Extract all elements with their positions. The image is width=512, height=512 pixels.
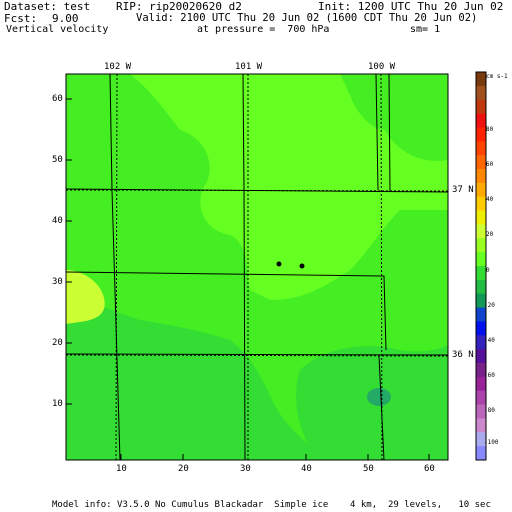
station-marker-2 [299,263,305,269]
colorbar-swatch [476,293,486,309]
colorbar-label-minus60: -60 [484,372,495,379]
colorbar-swatch [476,363,486,378]
field-band-south [66,300,330,460]
colorbar-swatch [476,141,486,156]
lat-label-37n: 37 N [452,185,474,195]
colorbar-swatch [476,266,486,281]
colorbar-label-minus40: -40 [484,337,495,344]
colorbar-swatch [476,376,486,392]
colorbar-label-minus20: -20 [484,302,495,309]
pressure-label: at pressure = 700 hPa [197,24,330,35]
x-tick-10: 10 [116,464,127,474]
fcst-value: 9.00 [52,12,79,25]
colorbar-swatch [476,113,486,128]
colorbar-swatch [476,210,486,225]
model-info-footer: Model info: V3.5.0 No Cumulus Blackadar … [52,500,491,510]
x-tick-50: 50 [363,464,374,474]
colorbar-label-20: 20 [486,231,494,238]
dataset-label: Dataset: test [4,0,91,13]
field-label: Vertical velocity [6,24,109,35]
weak-updraft-patch [66,270,105,324]
valid-label: Valid: 2100 UTC Thu 20 Jun 02 (1600 CDT … [136,12,478,24]
axis-ticks [66,98,430,460]
colorbar-swatch [476,418,486,433]
colorbar-swatch [476,72,486,87]
colorbar-label-60: 60 [486,161,494,168]
colorbar-label-minus100: -100 [484,439,499,446]
colorbar-label-80: 80 [486,126,494,133]
colorbar-label-minus80: -80 [484,407,495,414]
county-borders [65,73,449,461]
y-tick-10: 10 [52,399,63,409]
colorbar-swatch [476,404,486,419]
colorbar-swatch [476,99,486,115]
colorbar-swatch [476,446,486,461]
colorbar-swatch [476,349,486,364]
y-tick-40: 40 [52,216,63,226]
x-tick-60: 60 [424,464,435,474]
x-tick-20: 20 [178,464,189,474]
colorbar-swatch [476,279,486,295]
colorbar [475,71,487,461]
x-tick-30: 30 [240,464,251,474]
y-tick-60: 60 [52,94,63,104]
colorbar-swatch [476,390,486,406]
colorbar-label-40: 40 [486,196,494,203]
colorbar-swatch [476,155,486,170]
colorbar-swatch [476,196,486,212]
colorbar-swatch [476,224,486,239]
colorbar-swatch [476,85,486,101]
colorbar-swatch [476,252,486,267]
colorbar-swatch [476,335,486,350]
station-marker-1 [276,261,282,267]
x-tick-40: 40 [301,464,312,474]
lon-label-101w: 101 W [235,62,263,72]
colorbar-swatch [476,127,486,142]
fcst-label: Fcst: [4,12,38,25]
lon-label-102w: 102 W [104,62,132,72]
y-tick-30: 30 [52,277,63,287]
rip-label: RIP: rip20020620 d2 [116,0,242,13]
colorbar-swatch [476,182,486,198]
plot-frame [65,73,449,461]
smoothing-label: sm= 1 [410,24,441,35]
lat-label-36n: 36 N [452,350,474,360]
graticule [65,73,449,461]
colorbar-label-0: 0 [486,267,490,274]
downdraft-core [367,388,391,406]
colorbar-swatch [476,169,486,184]
y-tick-20: 20 [52,338,63,348]
colorbar-swatch [476,238,486,253]
y-tick-50: 50 [52,155,63,165]
colorbar-units: cm s-1 [486,73,508,80]
colorbar-swatch [476,307,486,322]
init-label: Init: 1200 UTC Thu 20 Jun 02 [318,0,504,13]
lon-label-100w: 100 W [368,62,396,72]
colorbar-swatch [476,432,486,447]
colorbar-swatch [476,321,486,336]
field-band-northeast [340,74,448,161]
